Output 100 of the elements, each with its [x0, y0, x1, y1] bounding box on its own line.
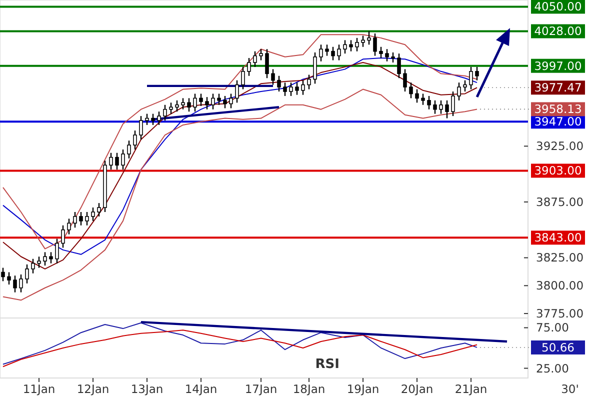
candlestick [223, 95, 227, 109]
candlestick [475, 66, 479, 81]
candlestick [115, 152, 119, 170]
y-tick-label: 3875.00 [536, 194, 584, 209]
candlestick [85, 211, 89, 226]
candlestick [163, 104, 167, 122]
candlestick [13, 275, 17, 293]
candlestick [61, 224, 65, 248]
x-tick-label: 14Jan [184, 382, 218, 396]
candlestick [241, 66, 245, 90]
candlestick [445, 100, 449, 119]
candlestick [19, 274, 23, 293]
candlestick [271, 68, 275, 86]
x-tick-label: 18Jan [292, 382, 326, 396]
candlestick [469, 66, 473, 90]
x-tick-label: 21Jan [454, 382, 488, 396]
candlestick [433, 100, 437, 114]
candlestick [403, 68, 407, 92]
candlestick [457, 82, 461, 102]
candlestick [247, 57, 251, 76]
ref-line-label: 3903.00 [534, 164, 582, 178]
candlestick [367, 30, 371, 46]
candlestick [73, 211, 77, 228]
line-series [2, 330, 478, 368]
candlestick [385, 48, 389, 62]
candlestick [427, 95, 431, 110]
candlestick [307, 74, 311, 90]
candlestick [7, 272, 11, 286]
x-tick-label: 11Jan [22, 382, 56, 396]
data-label: 3958.13 [534, 102, 582, 116]
candlestick [319, 44, 323, 62]
candlestick [169, 102, 173, 114]
x-axis-title: 30' [561, 382, 579, 396]
data-label: 3977.47 [534, 80, 582, 95]
candlestick [79, 211, 83, 226]
candlestick [55, 238, 59, 264]
x-tick-label: 19Jan [346, 382, 380, 396]
candlestick [157, 110, 161, 126]
candlestick [331, 46, 335, 61]
x-tick-label: 12Jan [76, 382, 110, 396]
candlestick [133, 130, 137, 150]
candlestick [415, 88, 419, 104]
line-series [2, 88, 478, 301]
candlestick [193, 93, 197, 112]
candlestick [67, 218, 71, 235]
candlestick [349, 40, 353, 52]
y-tick-label: 3825.00 [536, 250, 584, 265]
candlestick [37, 256, 41, 268]
candlestick [379, 46, 383, 59]
candlestick [259, 48, 263, 61]
candlestick [355, 37, 359, 52]
candlestick [211, 93, 215, 110]
data-label: 50.66 [542, 340, 574, 354]
y-tick-label: 3775.00 [536, 306, 584, 321]
candlestick [109, 152, 113, 170]
candlestick [127, 140, 131, 160]
candlestick [1, 267, 5, 282]
candlestick [121, 148, 125, 170]
ref-line-label: 3997.00 [534, 58, 582, 73]
x-tick-label: 17Jan [244, 382, 278, 396]
candlestick [49, 252, 53, 264]
candlestick [217, 93, 221, 106]
y-tick-label: 3800.00 [536, 278, 584, 293]
ref-line-label: 4050.00 [534, 0, 582, 14]
candlestick [91, 206, 95, 222]
candlestick [325, 44, 329, 56]
candlestick [421, 93, 425, 106]
y-tick-label: 25.00 [536, 361, 569, 376]
candlestick [277, 75, 281, 92]
candlestick [343, 40, 347, 54]
candlestick [337, 44, 341, 61]
candlestick [25, 264, 29, 284]
candlestick [229, 93, 233, 109]
candlestick [283, 82, 287, 97]
candlestick [199, 93, 203, 107]
candlestick [409, 82, 413, 99]
candlestick [139, 115, 143, 140]
candlestick [373, 32, 377, 56]
candlestick [97, 202, 101, 218]
candlestick [361, 35, 365, 48]
candlestick [31, 258, 35, 274]
candlestick [391, 52, 395, 64]
candlestick [289, 82, 293, 97]
candlestick [235, 80, 239, 104]
candlestick [253, 50, 257, 68]
candlestick [439, 100, 443, 114]
candlestick [265, 48, 269, 79]
candlestick [313, 52, 317, 84]
ref-line-label: 3843.00 [534, 230, 582, 245]
candlestick [301, 80, 305, 96]
x-tick-label: 20Jan [400, 382, 434, 396]
candlestick [397, 52, 401, 79]
candlestick [463, 80, 467, 92]
candlestick [181, 98, 185, 110]
candlestick [43, 252, 47, 266]
y-tick-label: 3925.00 [536, 139, 584, 154]
y-tick-label: 75.00 [536, 320, 569, 335]
candlestick [451, 90, 455, 117]
ref-line-label: 3947.00 [534, 114, 582, 129]
candlestick [151, 113, 155, 126]
